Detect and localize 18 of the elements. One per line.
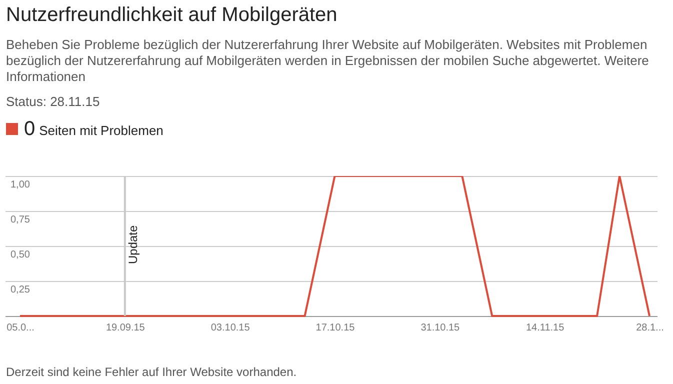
text: Status: 28.11.15 bbox=[6, 94, 100, 109]
x-tick-label: 03.10.15 bbox=[210, 322, 250, 334]
x-tick-label: 31.10.15 bbox=[420, 322, 460, 334]
x-tick-label: 14.11.15 bbox=[526, 322, 565, 334]
chart-title: Nutzerfreundlichkeit auf Mobilgeräten bbox=[6, 4, 338, 27]
x-tick-label: 19.09.15 bbox=[106, 322, 146, 334]
text: 0 bbox=[24, 118, 36, 141]
y-tick-label: 0,25 bbox=[10, 284, 30, 296]
x-tick-label: 17.10.15 bbox=[316, 322, 356, 334]
x-tick-label: 05.0... bbox=[6, 322, 34, 334]
x-tick-label: 28.1... bbox=[636, 322, 664, 334]
y-tick-label: 0,75 bbox=[10, 214, 30, 226]
y-tick-label: 1,00 bbox=[10, 180, 30, 190]
y-tick-label: 0,50 bbox=[10, 250, 30, 260]
chart-subtitle: Beheben Sie Probleme bezüglich der Nutzererfahrung Ihrer Website auf Mobilgeräten. Websites mit Problemen bezüglich der Nutzererfahrung auf Mobilgeräten werden in Ergebnissen der mobilen Suche abgewertet. Weitere Informationen bbox=[6, 37, 650, 85]
ref-line-label: Update bbox=[126, 224, 140, 264]
text: Derzeit sind keine Fehler auf Ihrer Website vorhanden. bbox=[6, 365, 297, 379]
legend-label: Seiten mit Problemen bbox=[39, 123, 164, 138]
